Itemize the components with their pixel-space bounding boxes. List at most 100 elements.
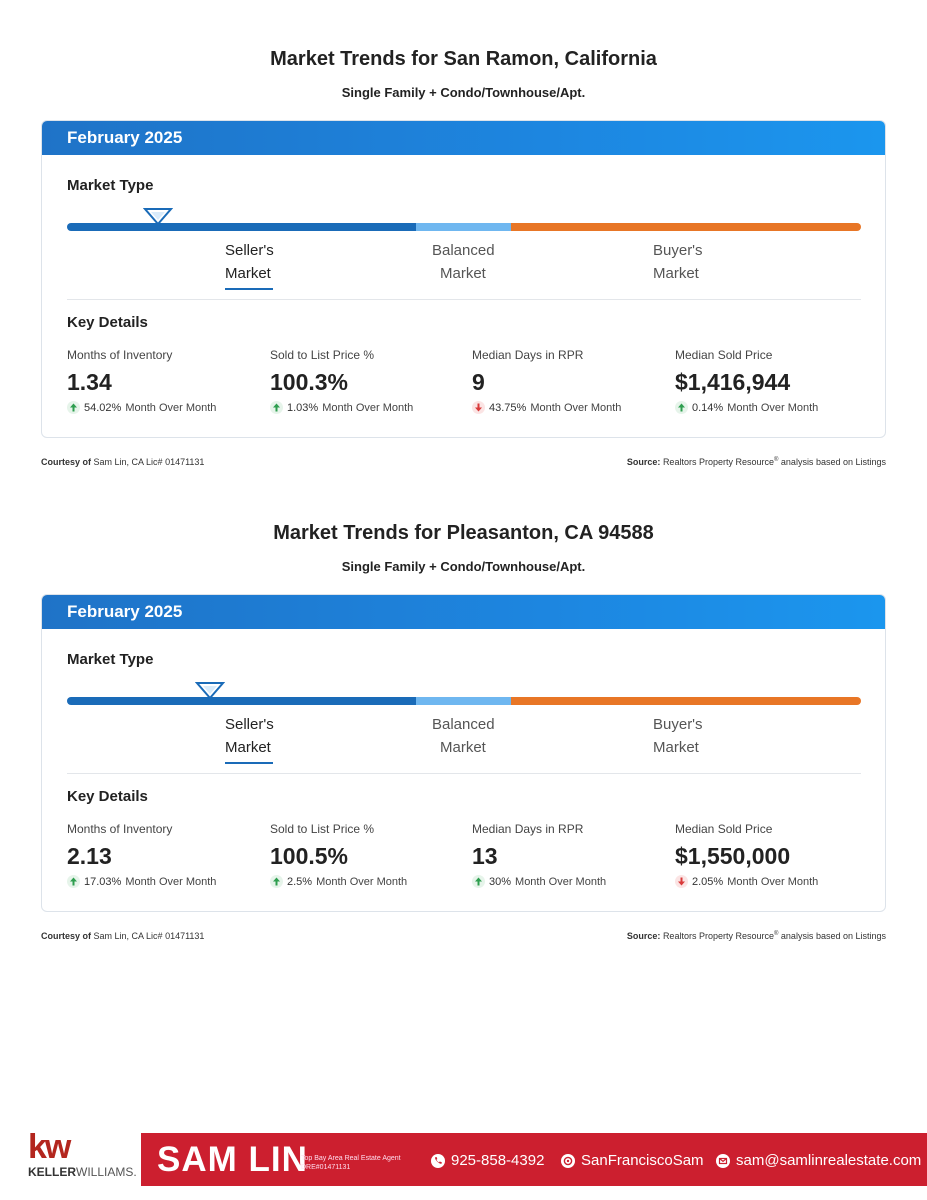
report-title: Market Trends for San Ramon, California: [270, 48, 657, 70]
metric-change-pct: 2.5%: [287, 875, 313, 888]
metric-value: 100.3%: [270, 369, 349, 395]
metric-value: 9: [472, 369, 485, 395]
courtesy-text: Sam Lin, CA Lic# 01471131: [93, 931, 205, 941]
buyer-segment: [511, 697, 861, 705]
metric-change-suffix: Month Over Month: [316, 875, 408, 888]
market-type-label: Market Type: [67, 651, 154, 668]
market-card: February 2025 Market Type Seller's Marke…: [41, 594, 886, 912]
phone-text: 925-858-4392: [451, 1152, 545, 1169]
metric-label: Median Days in RPR: [472, 348, 584, 362]
agent-tagline: Top Bay Area Real Estate Agent DRE#01471…: [301, 1154, 401, 1172]
metric-change-pct: 17.03%: [84, 875, 122, 888]
market-type-balanced: Balanced Market: [432, 713, 495, 759]
metric-change-suffix: Month Over Month: [727, 875, 819, 888]
metric-value: $1,416,944: [675, 369, 791, 395]
metric-change-pct: 1.03%: [287, 401, 319, 414]
balanced-line2: Market: [440, 739, 486, 756]
metric-median-sold-price: Median Sold Price $1,550,000 2.05% Month…: [675, 822, 875, 888]
source: Source: Realtors Property Resource® anal…: [627, 457, 886, 467]
period-header: February 2025: [42, 595, 885, 629]
courtesy-label: Courtesy of: [41, 931, 92, 941]
metric-label: Months of Inventory: [67, 348, 173, 362]
agent-license: DRE#01471131: [301, 1164, 351, 1171]
social-contact[interactable]: SanFranciscoSam: [561, 1152, 704, 1169]
report-subtitle: Single Family + Condo/Townhouse/Apt.: [341, 559, 586, 574]
market-type-bar: [67, 697, 861, 705]
metric-median-days: Median Days in RPR 9 43.75% Month Over M…: [472, 348, 672, 414]
buyer-line2: Market: [653, 739, 699, 756]
seller-line2: Market: [225, 739, 271, 756]
metric-change-suffix: Month Over Month: [727, 401, 819, 414]
agent-name: SAM LIN: [157, 1140, 308, 1179]
active-underline: [225, 288, 273, 290]
metric-sold-to-list: Sold to List Price % 100.3% 1.03% Month …: [270, 348, 470, 414]
metric-sold-to-list: Sold to List Price % 100.5% 2.5% Month O…: [270, 822, 470, 888]
metric-change-pct: 43.75%: [489, 401, 527, 414]
kw-name-bold: KELLER: [28, 1165, 76, 1179]
social-text: SanFranciscoSam: [581, 1152, 704, 1169]
metric-value: 13: [472, 843, 498, 869]
source-mark: ®: [773, 457, 779, 463]
market-type-bar: [67, 223, 861, 231]
phone-icon: [431, 1153, 445, 1168]
divider: [67, 299, 861, 300]
balanced-line1: Balanced: [432, 242, 495, 259]
metric-change-pct: 30%: [489, 875, 512, 888]
buyer-line1: Buyer's: [653, 716, 703, 733]
arrow-up-icon: [675, 401, 688, 414]
metric-change-pct: 54.02%: [84, 401, 122, 414]
metric-months-inventory: Months of Inventory 2.13 17.03% Month Ov…: [67, 822, 267, 888]
chat-icon: [561, 1153, 575, 1168]
seller-segment: [67, 697, 416, 705]
market-indicator-icon: [195, 682, 225, 700]
metric-change: 30% Month Over Month: [472, 875, 672, 888]
report-subtitle: Single Family + Condo/Townhouse/Apt.: [341, 85, 586, 100]
metric-label: Median Days in RPR: [472, 822, 584, 836]
courtesy-label: Courtesy of: [41, 457, 92, 467]
courtesy: Courtesy of Sam Lin, CA Lic# 01471131: [41, 457, 204, 467]
keller-williams-logo: kw KELLERWILLIAMS.: [26, 1128, 137, 1179]
metric-value: 1.34: [67, 369, 112, 395]
balanced-segment: [416, 223, 511, 231]
metric-change-suffix: Month Over Month: [530, 401, 622, 414]
seller-line1: Seller's: [225, 716, 274, 733]
active-underline: [225, 762, 273, 764]
metric-change: 2.05% Month Over Month: [675, 875, 875, 888]
email-contact[interactable]: sam@samlinrealestate.com: [716, 1152, 921, 1169]
seller-segment: [67, 223, 416, 231]
metric-value: $1,550,000: [675, 843, 791, 869]
courtesy: Courtesy of Sam Lin, CA Lic# 01471131: [41, 931, 204, 941]
agent-tagline-text: Top Bay Area Real Estate Agent: [301, 1155, 401, 1162]
market-type-label: Market Type: [67, 177, 154, 194]
period-header: February 2025: [42, 121, 885, 155]
courtesy-text: Sam Lin, CA Lic# 01471131: [93, 457, 205, 467]
divider: [67, 773, 861, 774]
agent-banner: SAM LIN Top Bay Area Real Estate Agent D…: [141, 1133, 927, 1186]
source-mark: ®: [773, 931, 779, 937]
arrow-down-icon: [472, 401, 485, 414]
source-label: Source:: [626, 931, 661, 941]
buyer-segment: [511, 223, 861, 231]
market-type-seller: Seller's Market: [225, 239, 274, 290]
phone-contact[interactable]: 925-858-4392: [431, 1152, 544, 1169]
metric-value: 2.13: [67, 843, 112, 869]
market-indicator-icon: [143, 208, 173, 226]
metric-months-inventory: Months of Inventory 1.34 54.02% Month Ov…: [67, 348, 267, 414]
metric-change-suffix: Month Over Month: [322, 401, 414, 414]
metric-label: Median Sold Price: [675, 822, 773, 836]
arrow-up-icon: [270, 401, 283, 414]
metric-label: Sold to List Price %: [270, 348, 375, 362]
kw-mark: kw: [28, 1128, 71, 1166]
metric-change: 1.03% Month Over Month: [270, 401, 470, 414]
market-type-seller: Seller's Market: [225, 713, 274, 764]
metric-label: Months of Inventory: [67, 822, 173, 836]
metric-change: 2.5% Month Over Month: [270, 875, 470, 888]
balanced-line2: Market: [440, 265, 486, 282]
arrow-up-icon: [67, 401, 80, 414]
balanced-segment: [416, 697, 511, 705]
source: Source: Realtors Property Resource® anal…: [627, 931, 886, 941]
source-tail: analysis based on Listings: [780, 931, 886, 941]
market-type-buyer: Buyer's Market: [653, 239, 703, 285]
email-icon: [716, 1153, 730, 1168]
metric-change-pct: 2.05%: [692, 875, 724, 888]
